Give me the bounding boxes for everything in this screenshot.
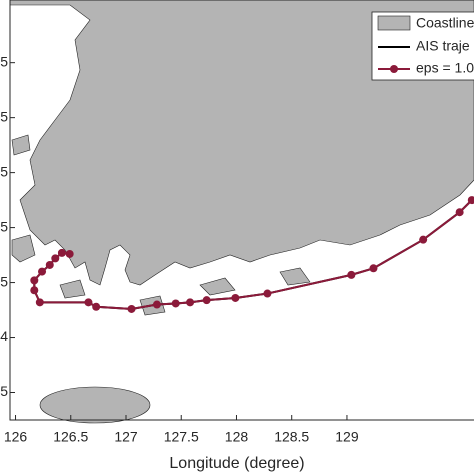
coastline — [9, 0, 474, 424]
y-tick-label: 5 — [0, 273, 8, 289]
legend-swatch — [377, 15, 411, 31]
trajectory-point — [202, 296, 211, 305]
legend-marker — [390, 65, 398, 73]
island — [59, 279, 86, 299]
trajectory-point — [231, 293, 240, 302]
trajectory-point — [35, 298, 44, 307]
jeju-island — [39, 386, 151, 424]
axes-frame — [9, 0, 474, 421]
legend-label: AIS traje — [416, 38, 470, 54]
y-tick-label: 5 — [0, 218, 8, 234]
trajectory-point — [455, 208, 464, 217]
x-tick-label: 126 — [4, 429, 28, 445]
y-tick-label: 4 — [0, 328, 8, 344]
marks — [30, 196, 474, 313]
island — [11, 134, 31, 156]
x-tick-label: 126.5 — [53, 429, 88, 445]
legend-label: Coastline — [416, 15, 474, 31]
trajectory-point — [30, 276, 39, 285]
island — [199, 277, 236, 296]
y-tick-label: 5 — [0, 53, 8, 69]
x-tick-label: 128.5 — [274, 429, 309, 445]
y-tick-label: 5 — [0, 108, 8, 124]
trajectory-point — [38, 267, 47, 276]
trajectory-point — [467, 196, 474, 205]
trajectory-point — [419, 235, 428, 244]
mainland — [9, 0, 474, 286]
x-axis-label: Longitude (degree) — [169, 455, 304, 472]
trajectory-line — [33, 199, 473, 310]
island — [279, 267, 311, 286]
trajectory-point — [51, 254, 60, 263]
trajectory-point — [347, 270, 356, 279]
x-tick-label: 128 — [225, 429, 249, 445]
trajectory-point — [369, 264, 378, 273]
trajectory-point — [84, 298, 93, 307]
trajectory-point — [263, 289, 272, 298]
legend: Coastline AIS traje eps = 1.0 — [371, 11, 474, 81]
trajectory-point — [30, 286, 39, 295]
trajectory-point — [65, 249, 74, 258]
y-tick-label: 5 — [0, 163, 8, 179]
trajectory-point — [92, 302, 101, 311]
trajectory-point — [152, 300, 161, 309]
trajectory-point — [171, 299, 180, 308]
x-tick-label: 127 — [114, 429, 138, 445]
legend-label: eps = 1.0 — [416, 60, 474, 76]
trajectory-point — [45, 260, 54, 269]
trajectory-point — [127, 304, 136, 313]
trajectory-point — [57, 248, 66, 257]
x-tick-label: 127.5 — [164, 429, 199, 445]
x-tick-label: 129 — [335, 429, 359, 445]
trajectory-point — [186, 298, 195, 307]
island — [11, 234, 36, 263]
y-tick-label: 5 — [0, 383, 8, 399]
